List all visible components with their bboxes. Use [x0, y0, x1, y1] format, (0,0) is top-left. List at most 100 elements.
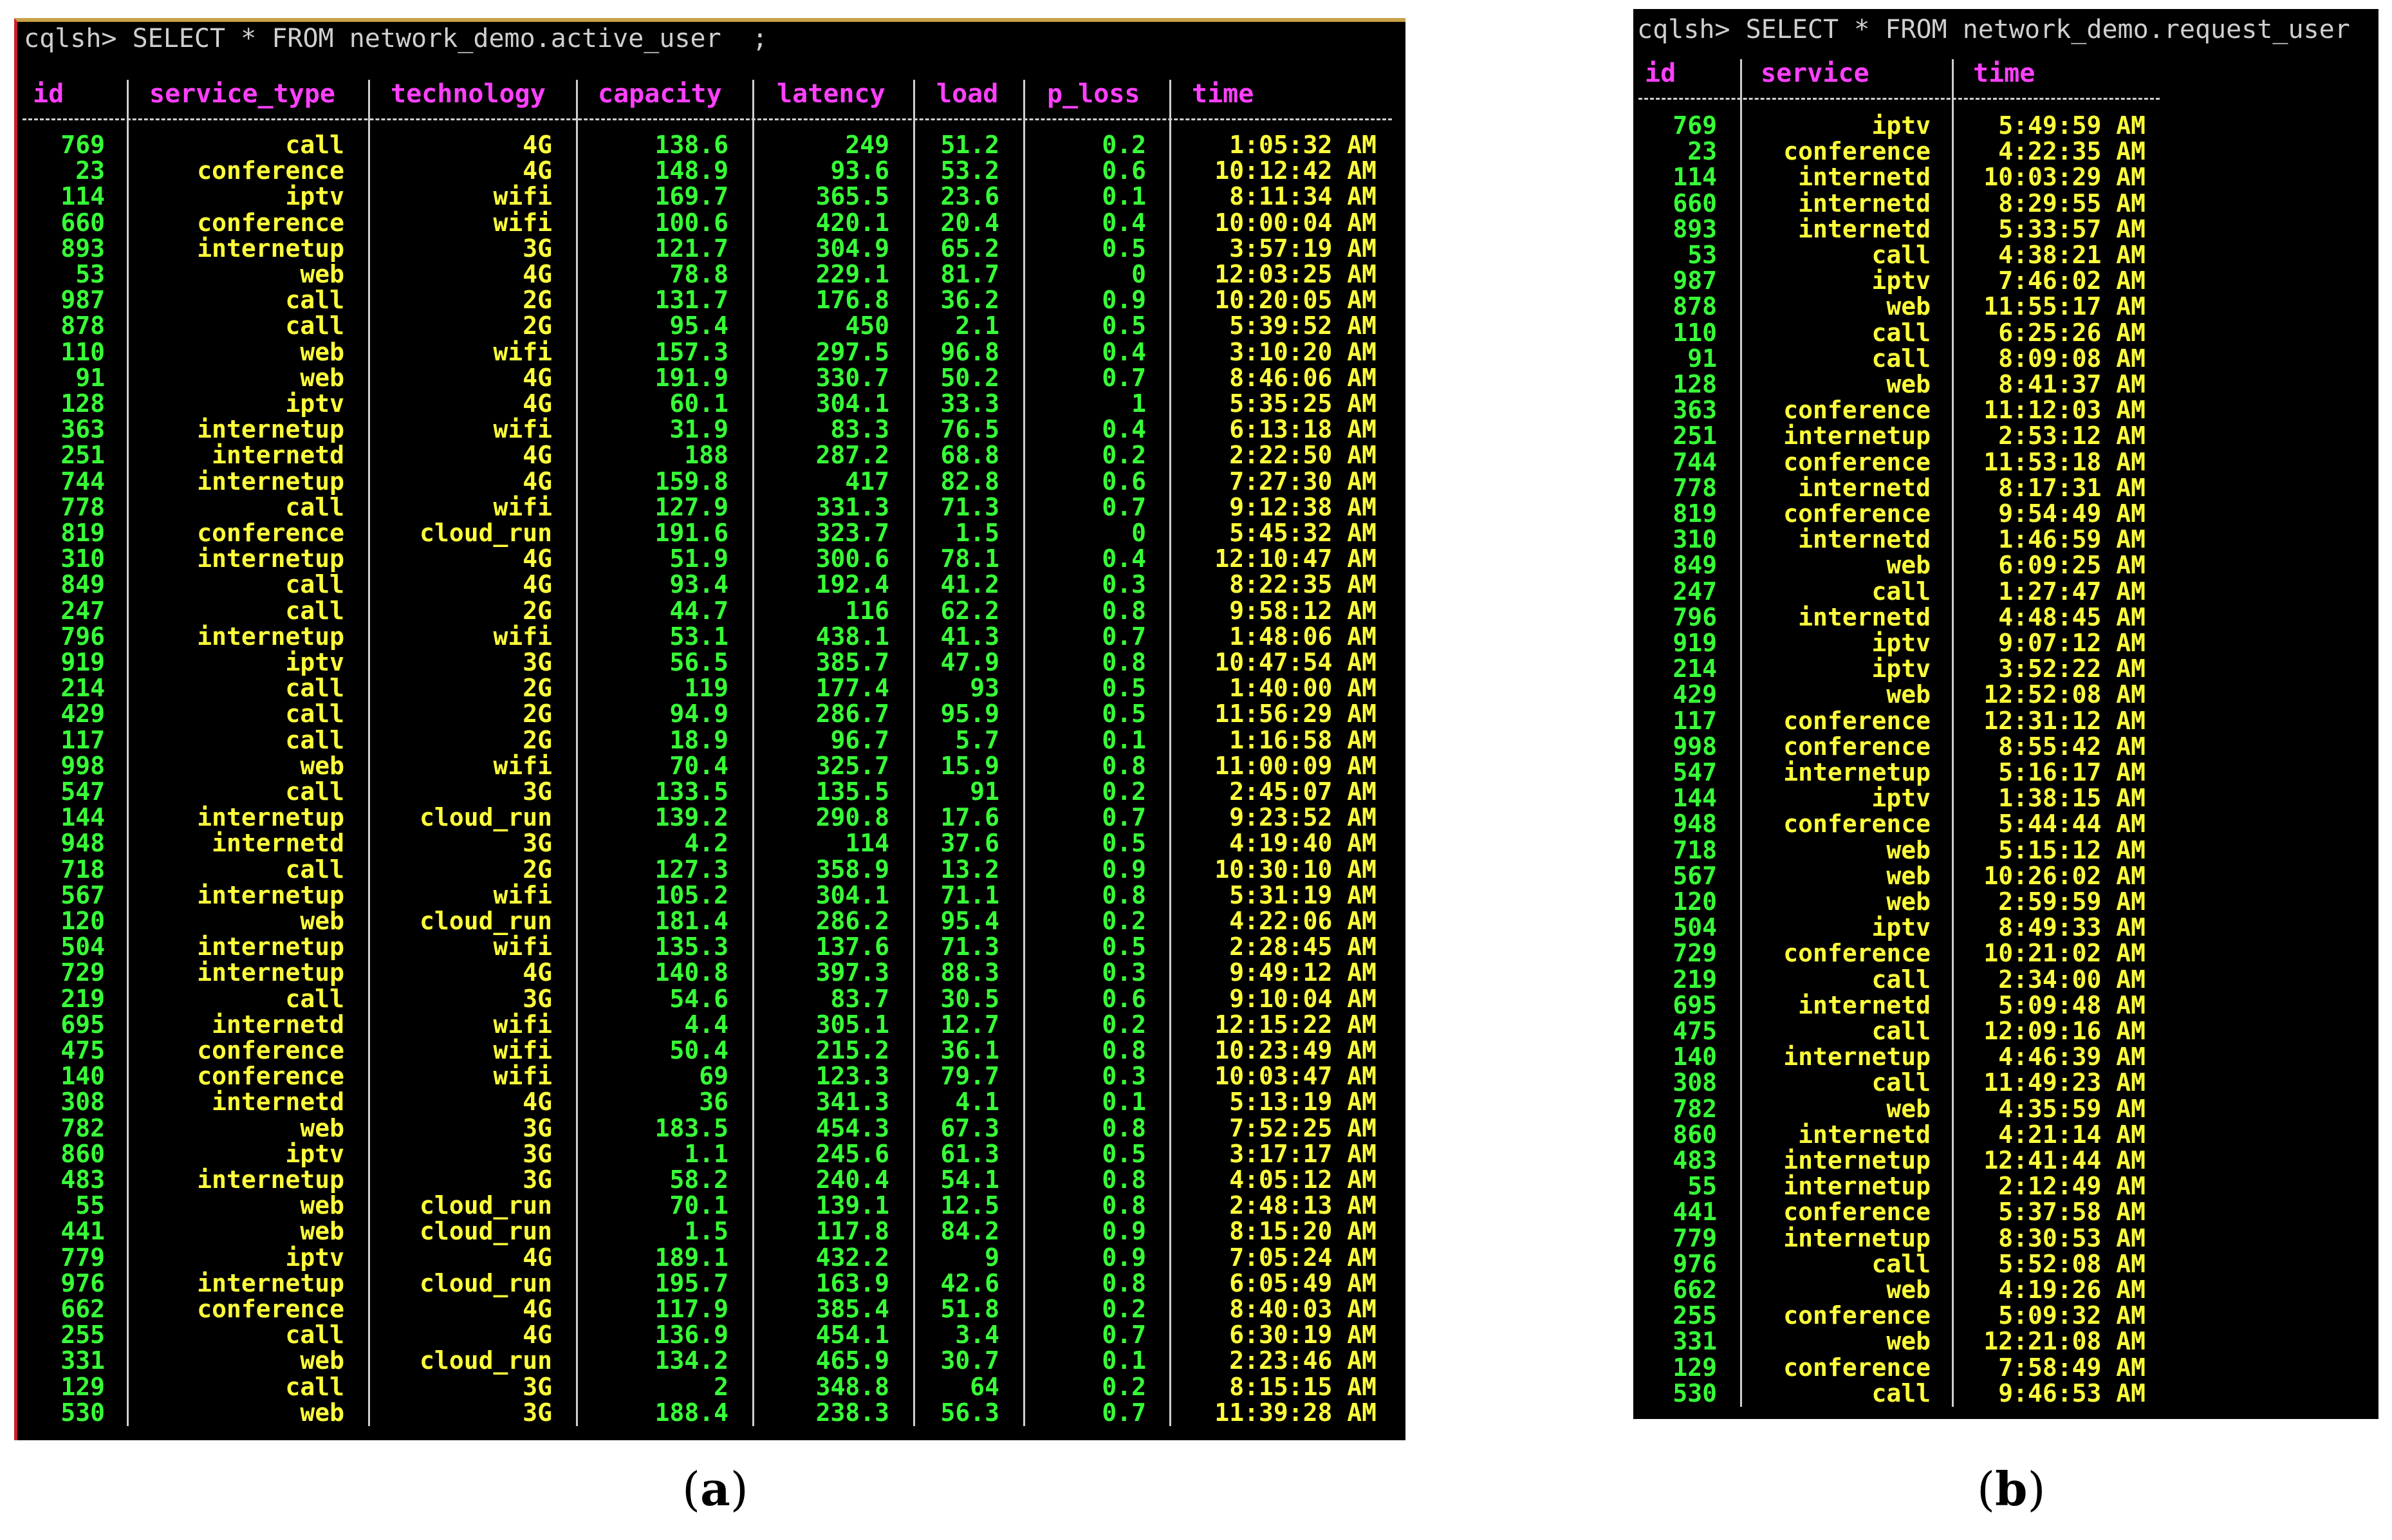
- cell-load: 84.2: [940, 1217, 999, 1246]
- cell-capacity: 195.7: [654, 1268, 728, 1297]
- cell-technology: 3G: [523, 984, 552, 1013]
- cell-p-loss: 0.5: [1102, 234, 1146, 263]
- cell-time: 4:38:21 AM: [1998, 241, 2146, 269]
- cell-time: 9:23:52 AM: [1229, 803, 1377, 832]
- cell-id: 140: [60, 1062, 105, 1091]
- cell-time: 5:13:19 AM: [1229, 1088, 1377, 1117]
- table-row: 441 conference 5:37:58 AM: [1633, 1200, 2378, 1225]
- cell-id: 247: [1673, 577, 1717, 606]
- cell-technology: wifi: [493, 622, 552, 651]
- cell-service-type: call: [285, 596, 344, 625]
- cell-time: 7:27:30 AM: [1229, 467, 1377, 496]
- cell-time: 2:22:50 AM: [1229, 441, 1377, 470]
- cell-p-loss: 0.2: [1102, 1372, 1146, 1401]
- cell-time: 4:21:14 AM: [1998, 1120, 2146, 1149]
- cell-technology: wifi: [493, 208, 552, 237]
- table-row: 695 internetd 5:09:48 AM: [1633, 993, 2378, 1019]
- cell-time: 1:38:15 AM: [1998, 784, 2146, 813]
- cell-time: 10:26:02 AM: [1983, 861, 2146, 890]
- cell-time: 12:15:22 AM: [1214, 1010, 1377, 1039]
- cell-time: 5:52:08 AM: [1998, 1249, 2146, 1278]
- cell-p-loss: 0.9: [1102, 1243, 1146, 1272]
- cell-load: 36.2: [940, 286, 999, 315]
- cell-latency: 323.7: [815, 519, 889, 547]
- cell-latency: 454.3: [815, 1113, 889, 1142]
- cell-service-type: call: [285, 855, 344, 884]
- column-header-load: load: [936, 79, 999, 109]
- cell-latency: 287.2: [815, 441, 889, 470]
- cell-time: 5:16:17 AM: [1998, 758, 2146, 786]
- cell-service-type: internetup: [197, 932, 344, 961]
- cell-capacity: 31.9: [669, 415, 728, 444]
- cell-id: 114: [60, 182, 105, 211]
- terminal-window-active-user[interactable]: cqlsh> SELECT * FROM network_demo.active…: [14, 18, 1405, 1440]
- table-row: 796 internetd 4:48:45 AM: [1633, 605, 2378, 631]
- column-header-technology: technology: [391, 79, 546, 109]
- cell-id: 120: [60, 907, 105, 935]
- cell-load: 20.4: [940, 208, 999, 237]
- cell-capacity: 53.1: [669, 622, 728, 651]
- cell-capacity: 93.4: [669, 570, 728, 599]
- cell-service: conference: [1783, 1353, 1931, 1382]
- cell-service: call: [1871, 965, 1931, 994]
- cell-time: 10:23:49 AM: [1214, 1036, 1377, 1064]
- cell-service: web: [1886, 551, 1931, 580]
- cell-capacity: 169.7: [654, 182, 728, 211]
- cell-latency: 348.8: [815, 1372, 889, 1401]
- cell-service-type: call: [285, 777, 344, 806]
- cell-service-type: internetup: [197, 880, 344, 909]
- cell-id: 948: [60, 829, 105, 858]
- cell-service: internetd: [1798, 473, 1931, 502]
- cell-latency: 300.6: [815, 544, 889, 573]
- cell-service-type: internetup: [197, 1268, 344, 1297]
- cell-service: internetup: [1783, 1146, 1931, 1174]
- cell-id: 310: [1673, 525, 1717, 554]
- table-row: 919 iptv 3G 56.5 385.7 47.9 0.8 10:47:54 AM: [17, 650, 1405, 676]
- cell-id: 483: [1673, 1146, 1717, 1174]
- caption-b: (b): [1977, 1461, 2046, 1516]
- cell-p-loss: 0: [1131, 519, 1146, 547]
- cell-service: web: [1886, 292, 1931, 321]
- cell-time: 9:58:12 AM: [1229, 596, 1377, 625]
- cell-technology: 4G: [523, 131, 552, 159]
- cell-p-loss: 0.8: [1102, 1268, 1146, 1297]
- cell-latency: 116: [845, 596, 889, 625]
- cell-id: 55: [75, 1191, 105, 1220]
- cell-time: 5:33:57 AM: [1998, 214, 2146, 243]
- cell-id: 214: [60, 674, 105, 703]
- table-row: 114 internetd 10:03:29 AM: [1633, 165, 2378, 190]
- cell-technology: 3G: [523, 777, 552, 806]
- cell-id: 441: [1673, 1198, 1717, 1227]
- cell-time: 10:30:10 AM: [1214, 855, 1377, 884]
- cell-time: 8:29:55 AM: [1998, 189, 2146, 218]
- cell-time: 5:39:52 AM: [1229, 311, 1377, 340]
- cell-id: 23: [75, 156, 105, 185]
- table-row: 893 internetd 5:33:57 AM: [1633, 217, 2378, 243]
- cell-id: 779: [60, 1243, 105, 1272]
- cell-service-type: conference: [197, 519, 344, 547]
- cell-capacity: 70.4: [669, 751, 728, 780]
- table-row: 363 conference 11:12:03 AM: [1633, 398, 2378, 423]
- table-row: 530 web 3G 188.4 238.3 56.3 0.7 11:39:28 AM: [17, 1400, 1405, 1426]
- cell-latency: 215.2: [815, 1036, 889, 1064]
- cell-service-type: call: [285, 311, 344, 340]
- table-row: 308 internetd 4G 36 341.3 4.1 0.1 5:13:19 AM: [17, 1090, 1405, 1115]
- cell-capacity: 100.6: [654, 208, 728, 237]
- cell-capacity: 18.9: [669, 725, 728, 754]
- column-header-id: id: [33, 79, 64, 109]
- table-row: 782 web 4:35:59 AM: [1633, 1097, 2378, 1122]
- cell-time: 8:46:06 AM: [1229, 363, 1377, 392]
- table-row: 214 call 2G 119 177.4 93 0.5 1:40:00 AM: [17, 676, 1405, 701]
- cell-service: conference: [1783, 396, 1931, 425]
- cell-capacity: 157.3: [654, 337, 728, 366]
- cell-id: 483: [60, 1165, 105, 1194]
- terminal-window-request-user[interactable]: cqlsh> SELECT * FROM network_demo.reques…: [1633, 9, 2378, 1419]
- cell-p-loss: 0.8: [1102, 751, 1146, 780]
- cell-id: 998: [60, 751, 105, 780]
- cell-latency: 240.4: [815, 1165, 889, 1194]
- cell-time: 10:03:47 AM: [1214, 1062, 1377, 1091]
- cell-p-loss: 0.1: [1102, 1346, 1146, 1375]
- table-row: 998 conference 8:55:42 AM: [1633, 734, 2378, 760]
- cell-load: 71.3: [940, 492, 999, 521]
- cell-capacity: 94.9: [669, 700, 728, 728]
